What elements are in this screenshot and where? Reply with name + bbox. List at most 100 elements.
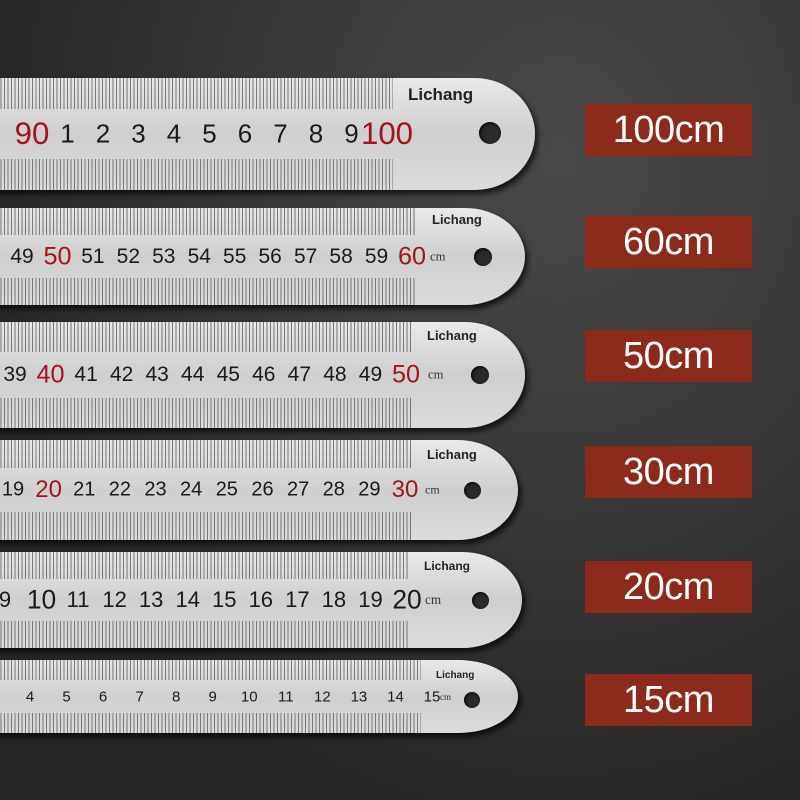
ruler-number: 54 [187,244,211,268]
ruler-number: 100 [360,116,414,151]
tick-marks [0,660,421,681]
ruler-number: 45 [216,363,240,386]
ruler-30cm [0,440,518,540]
ruler-number: 6 [98,688,108,705]
tick-marks [0,208,417,236]
ruler-number: 26 [251,478,274,501]
ruler-number: 12 [314,688,331,705]
ruler-number: 50 [391,360,421,389]
ruler-number: 30 [391,476,419,503]
ruler-number: 20 [35,476,62,503]
ruler-number: 58 [329,244,353,268]
length-label: 15cm [585,674,752,726]
ruler-number: 5 [202,118,217,149]
unit-label: cm [440,691,451,702]
tick-marks [0,512,412,540]
ruler-number: 25 [215,478,238,501]
ruler-20cm [0,552,522,648]
ruler-number: 47 [287,363,312,386]
ruler-number: 10 [26,584,57,615]
hanging-hole [479,122,501,144]
ruler-number: 2 [95,118,111,149]
ruler-number: 49 [10,244,34,268]
hanging-hole [463,481,481,499]
ruler-number: 15 [212,587,237,612]
brand-logo: Lichang [436,670,475,681]
ruler-number: 59 [364,244,389,268]
hanging-hole [464,692,480,708]
ruler-number: 1 [60,118,75,149]
unit-label: cm [425,592,442,607]
tick-marks [0,621,409,648]
ruler-number: 57 [293,244,318,268]
hanging-hole [474,248,492,266]
ruler-60cm [0,208,525,305]
ruler-number: 41 [74,363,98,386]
ruler-number: 20 [392,584,422,615]
ruler-number: 46 [252,363,276,386]
ruler-number: 19 [358,587,383,612]
ruler-number: 49 [358,363,383,386]
ruler-number: 55 [223,244,247,268]
ruler-number: 17 [285,587,310,612]
brand-logo: Lichang [432,212,482,227]
tick-marks [0,552,409,579]
ruler-50cm [0,322,525,428]
ruler-number: 7 [273,118,288,149]
ruler-15cm [0,660,518,733]
ruler-100cm [0,78,535,190]
ruler-number: 5 [62,688,71,705]
ruler-number: 8 [308,118,324,149]
ruler-number: 4 [25,688,35,705]
ruler-number: 8 [172,688,181,705]
ruler-number: 44 [181,363,205,386]
ruler-number: 27 [286,478,310,501]
ruler-number: 50 [43,242,72,270]
unit-label: cm [430,249,446,263]
brand-logo: Lichang [408,85,474,104]
length-label: 50cm [585,330,752,382]
unit-label: cm [428,367,444,382]
tick-marks [0,398,412,428]
ruler-number: 9 [0,587,12,612]
tick-marks [0,158,393,190]
length-label: 100cm [585,104,752,156]
ruler-number: 90 [14,116,50,151]
ruler-number: 10 [240,688,258,705]
ruler-number: 53 [152,244,176,268]
tick-marks [0,78,393,110]
ruler-number: 48 [323,363,347,386]
ruler-number: 43 [145,363,169,386]
ruler-number: 6 [237,118,253,149]
ruler-number: 15 [423,688,441,705]
hanging-hole [471,591,489,609]
tick-marks [0,322,412,352]
ruler-number: 9 [344,118,359,149]
ruler-number: 21 [73,478,96,501]
ruler-number: 12 [102,587,127,612]
tick-marks [0,712,421,733]
ruler-number: 4 [166,118,182,149]
ruler-number: 7 [135,688,144,705]
ruler-number: 29 [358,478,381,501]
ruler-number: 13 [350,688,368,705]
ruler-number: 24 [180,478,203,501]
ruler-number: 19 [1,478,25,501]
ruler-number: 11 [278,688,294,705]
ruler-number: 3 [131,118,146,149]
ruler-number: 16 [248,587,274,612]
ruler-number: 11 [66,587,90,612]
ruler-number: 9 [208,688,217,705]
ruler-number: 22 [108,478,132,501]
ruler-number: 23 [144,478,167,501]
tick-marks [0,277,417,305]
ruler-number: 14 [175,587,200,612]
ruler-number: 42 [109,363,134,386]
ruler-number: 39 [3,363,27,386]
ruler-number: 56 [258,244,282,268]
unit-label: cm [425,482,440,497]
ruler-number: 40 [36,360,65,389]
length-label: 30cm [585,446,752,498]
length-label: 60cm [585,216,752,268]
ruler-number: 52 [116,244,141,268]
